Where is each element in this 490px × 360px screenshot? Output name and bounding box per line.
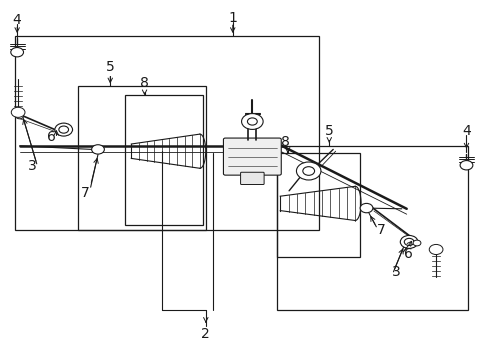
Bar (78, 86, 206, 230)
Bar (15, 36, 318, 230)
Circle shape (247, 118, 257, 125)
FancyBboxPatch shape (223, 138, 281, 175)
Circle shape (92, 145, 104, 154)
Bar (277, 153, 360, 257)
Text: 4: 4 (13, 13, 22, 27)
Circle shape (59, 126, 69, 133)
Circle shape (303, 167, 315, 175)
Text: 5: 5 (106, 60, 115, 73)
Circle shape (413, 240, 421, 246)
Text: 4: 4 (462, 124, 471, 138)
FancyBboxPatch shape (241, 172, 264, 185)
Circle shape (296, 162, 321, 180)
Text: 7: 7 (81, 186, 90, 199)
Text: 6: 6 (404, 247, 413, 261)
Text: 8: 8 (281, 135, 290, 149)
Text: 5: 5 (325, 125, 334, 138)
Text: 7: 7 (377, 224, 386, 237)
Circle shape (11, 107, 25, 117)
Circle shape (404, 238, 414, 246)
Text: 8: 8 (140, 76, 149, 90)
Circle shape (429, 244, 443, 255)
Bar (125, 95, 203, 225)
Circle shape (460, 161, 473, 170)
Text: 3: 3 (392, 265, 400, 279)
Circle shape (55, 123, 73, 136)
Circle shape (360, 203, 373, 213)
Text: 3: 3 (27, 159, 36, 172)
Circle shape (242, 114, 263, 129)
Circle shape (11, 48, 24, 57)
Bar (277, 146, 468, 310)
Text: 1: 1 (228, 11, 237, 25)
Circle shape (16, 113, 24, 119)
Text: 6: 6 (47, 130, 56, 144)
Text: 2: 2 (201, 327, 210, 341)
Circle shape (400, 235, 418, 248)
